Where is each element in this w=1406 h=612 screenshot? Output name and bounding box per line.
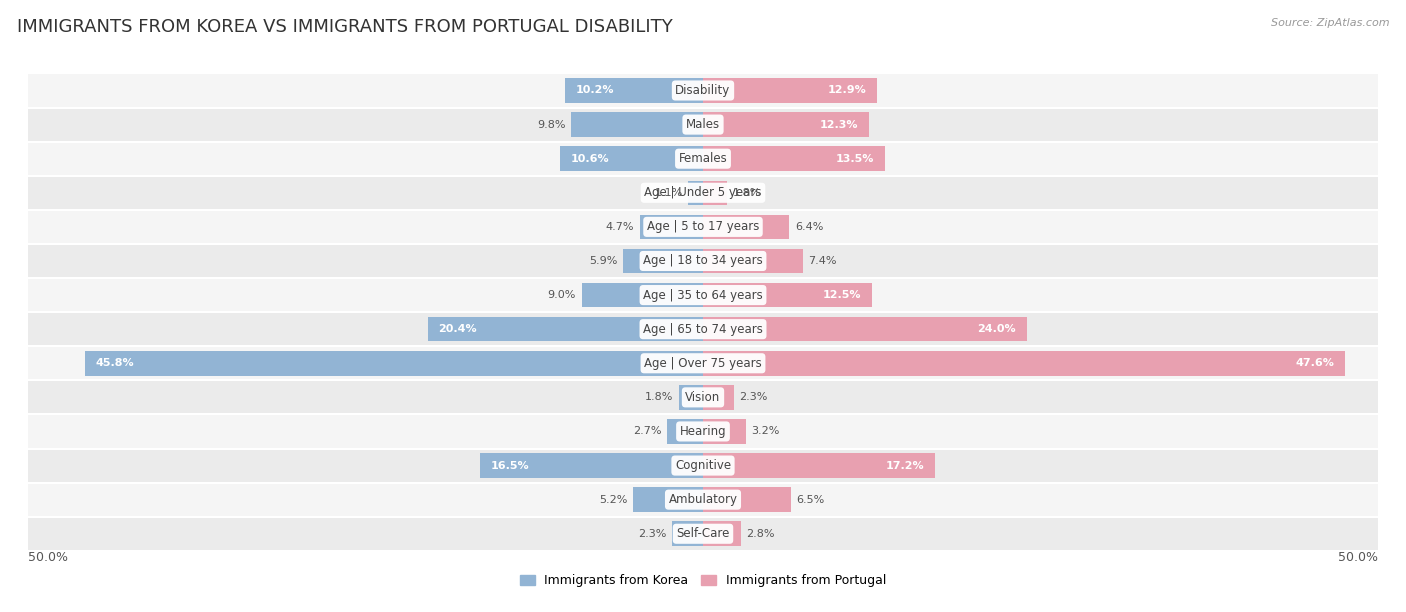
Bar [28, 312, 1378, 346]
Text: Age | 35 to 64 years: Age | 35 to 64 years [643, 289, 763, 302]
Text: Age | 18 to 34 years: Age | 18 to 34 years [643, 255, 763, 267]
Bar [672, 521, 703, 546]
Text: 50.0%: 50.0% [1339, 551, 1378, 564]
Text: 45.8%: 45.8% [96, 358, 134, 368]
Text: 47.6%: 47.6% [1296, 358, 1334, 368]
Bar [703, 283, 872, 307]
Bar [28, 278, 1378, 312]
Text: 2.3%: 2.3% [638, 529, 666, 539]
Bar [28, 483, 1378, 517]
Text: 10.2%: 10.2% [576, 86, 614, 95]
Text: Disability: Disability [675, 84, 731, 97]
Text: 6.4%: 6.4% [794, 222, 823, 232]
Bar [703, 215, 789, 239]
Text: 12.5%: 12.5% [823, 290, 860, 300]
Bar [28, 517, 1378, 551]
Text: 10.6%: 10.6% [571, 154, 609, 163]
Bar [703, 351, 1346, 376]
Bar [703, 385, 734, 409]
Bar [688, 181, 703, 205]
Text: 9.8%: 9.8% [537, 119, 565, 130]
Text: Age | 5 to 17 years: Age | 5 to 17 years [647, 220, 759, 233]
Bar [560, 146, 703, 171]
Text: 17.2%: 17.2% [886, 461, 924, 471]
Text: 13.5%: 13.5% [837, 154, 875, 163]
Text: Ambulatory: Ambulatory [668, 493, 738, 506]
Bar [633, 487, 703, 512]
Bar [28, 414, 1378, 449]
Bar [666, 419, 703, 444]
Text: Females: Females [679, 152, 727, 165]
Bar [703, 453, 935, 478]
Bar [28, 346, 1378, 380]
Text: Vision: Vision [685, 391, 721, 404]
Bar [28, 108, 1378, 141]
Text: 5.9%: 5.9% [589, 256, 619, 266]
Bar [28, 210, 1378, 244]
Text: 12.3%: 12.3% [820, 119, 858, 130]
Bar [703, 78, 877, 103]
Text: 2.3%: 2.3% [740, 392, 768, 402]
Bar [481, 453, 703, 478]
Text: 3.2%: 3.2% [752, 427, 780, 436]
Text: 2.7%: 2.7% [633, 427, 661, 436]
Legend: Immigrants from Korea, Immigrants from Portugal: Immigrants from Korea, Immigrants from P… [515, 569, 891, 592]
Bar [703, 317, 1026, 341]
Bar [28, 380, 1378, 414]
Bar [28, 244, 1378, 278]
Text: Age | Over 75 years: Age | Over 75 years [644, 357, 762, 370]
Text: 24.0%: 24.0% [977, 324, 1017, 334]
Text: 20.4%: 20.4% [439, 324, 477, 334]
Text: 5.2%: 5.2% [599, 494, 627, 505]
Text: 4.7%: 4.7% [606, 222, 634, 232]
Bar [28, 141, 1378, 176]
Text: 7.4%: 7.4% [808, 256, 837, 266]
Bar [640, 215, 703, 239]
Bar [582, 283, 703, 307]
Bar [28, 73, 1378, 108]
Bar [703, 113, 869, 137]
Bar [28, 176, 1378, 210]
Bar [427, 317, 703, 341]
Bar [703, 248, 803, 273]
Text: Age | Under 5 years: Age | Under 5 years [644, 186, 762, 200]
Text: 6.5%: 6.5% [796, 494, 824, 505]
Bar [28, 449, 1378, 483]
Text: Self-Care: Self-Care [676, 528, 730, 540]
Text: Males: Males [686, 118, 720, 131]
Bar [679, 385, 703, 409]
Bar [623, 248, 703, 273]
Text: 2.8%: 2.8% [747, 529, 775, 539]
Text: 16.5%: 16.5% [491, 461, 530, 471]
Text: 1.8%: 1.8% [733, 188, 761, 198]
Text: Age | 65 to 74 years: Age | 65 to 74 years [643, 323, 763, 335]
Text: 50.0%: 50.0% [28, 551, 67, 564]
Text: 12.9%: 12.9% [828, 86, 866, 95]
Bar [703, 487, 790, 512]
Bar [571, 113, 703, 137]
Bar [703, 419, 747, 444]
Text: Cognitive: Cognitive [675, 459, 731, 472]
Bar [703, 146, 886, 171]
Bar [84, 351, 703, 376]
Bar [703, 521, 741, 546]
Text: Source: ZipAtlas.com: Source: ZipAtlas.com [1271, 18, 1389, 28]
Bar [565, 78, 703, 103]
Text: 9.0%: 9.0% [548, 290, 576, 300]
Bar [703, 181, 727, 205]
Text: IMMIGRANTS FROM KOREA VS IMMIGRANTS FROM PORTUGAL DISABILITY: IMMIGRANTS FROM KOREA VS IMMIGRANTS FROM… [17, 18, 672, 36]
Text: 1.8%: 1.8% [645, 392, 673, 402]
Text: Hearing: Hearing [679, 425, 727, 438]
Text: 1.1%: 1.1% [655, 188, 683, 198]
